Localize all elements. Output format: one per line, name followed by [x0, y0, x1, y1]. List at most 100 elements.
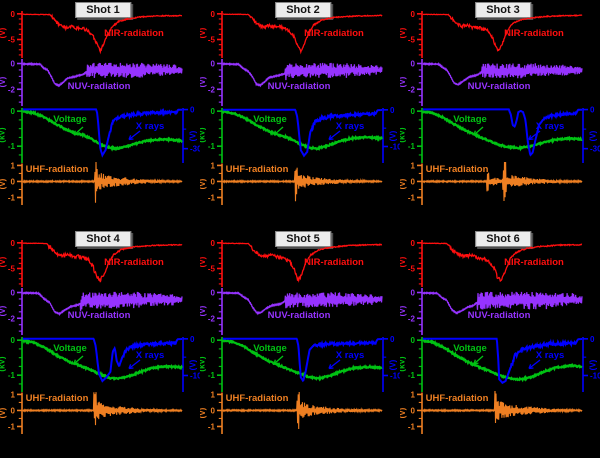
trace-label: UHF-radiation — [226, 393, 289, 404]
tick-label: -1 — [8, 371, 16, 380]
trace-xray — [422, 108, 582, 157]
axis-unit-label: (V) — [400, 305, 407, 316]
shot-panel: Shot 1 0 -5 0 -2 0 -1 0 -30 1 0 -1 (V) (V) (kV) (V) (V) N… — [0, 0, 200, 229]
tick-label: -2 — [208, 314, 216, 323]
tick-label: 0 — [211, 10, 216, 19]
tick-label: 0 — [390, 335, 395, 344]
shot-title: Shot 6 — [475, 231, 531, 247]
tick-label: -5 — [8, 36, 16, 45]
shot-panel: Shot 5 0 -5 0 -2 0 -1 0 -10 1 0 -1 (V) (V) (kV) (V) (V) N… — [200, 229, 400, 458]
trace-label: NIR-radiation — [104, 257, 164, 268]
tick-label: 1 — [11, 161, 16, 170]
trace-label: UHF-radiation — [26, 393, 89, 404]
tick-label: -1 — [208, 142, 216, 151]
annotation-arrow — [528, 130, 541, 141]
trace-nir — [222, 13, 383, 55]
trace-label: UHF-radiation — [426, 164, 489, 175]
tick-label: 0 — [190, 335, 195, 344]
axis-unit-label: (V) — [189, 130, 198, 141]
trace-uhf — [422, 391, 583, 424]
tick-label: -2 — [8, 314, 16, 323]
trace-xray — [222, 108, 382, 158]
trace-nir — [22, 13, 183, 55]
annotation-arrow — [528, 359, 541, 370]
annotation-arrow — [73, 126, 84, 136]
trace-label: Voltage — [453, 114, 487, 125]
tick-label: -1 — [208, 371, 216, 380]
axis-unit-label: (V) — [400, 27, 407, 38]
annotation-arrow — [128, 130, 141, 141]
shot-panel: Shot 2 0 -5 0 -2 0 -1 0 -10 1 0 -1 (V) (V) (kV) (V) (V) N… — [200, 0, 400, 229]
shot-panel: Shot 4 0 -5 0 -2 0 -1 0 -10 1 0 -1 (V) (V) (kV) (V) (V) N… — [0, 229, 200, 458]
trace-label: Voltage — [253, 343, 287, 354]
axis-unit-label: (V) — [400, 76, 407, 87]
tick-label: -2 — [208, 85, 216, 94]
tick-label: 0 — [11, 336, 16, 345]
trace-voltage — [22, 108, 183, 152]
axis-unit-label: (V) — [0, 178, 7, 189]
annotation-arrow — [128, 359, 141, 370]
trace-label: X rays — [536, 121, 565, 132]
axis-unit-label: (V) — [0, 407, 7, 418]
tick-label: 1 — [11, 390, 16, 399]
axis-unit-label: (V) — [400, 256, 407, 267]
trace-label: UHF-radiation — [426, 393, 489, 404]
axis-unit-label: (kV) — [400, 356, 407, 371]
trace-label: NIR-radiation — [304, 28, 364, 39]
trace-xray — [22, 337, 182, 383]
annotation-arrow — [328, 359, 341, 370]
trace-nuv — [22, 291, 183, 317]
tick-label: -1 — [8, 193, 16, 202]
trace-nir — [422, 13, 583, 52]
trace-label: NIR-radiation — [504, 28, 564, 39]
tick-label: -1 — [408, 142, 416, 151]
annotation-arrow — [473, 126, 484, 136]
shot-title: Shot 1 — [75, 2, 131, 18]
trace-voltage — [22, 338, 183, 381]
axis-unit-label: (V) — [189, 359, 198, 370]
trace-label: X rays — [136, 350, 165, 361]
trace-label: NIR-radiation — [304, 257, 364, 268]
axis-unit-label: (V) — [0, 256, 7, 267]
axis-unit-label: (V) — [589, 359, 598, 370]
trace-xray — [222, 337, 382, 383]
tick-label: -1 — [408, 371, 416, 380]
shot-title: Shot 5 — [275, 231, 331, 247]
tick-label: 0 — [411, 107, 416, 116]
trace-uhf — [222, 391, 383, 430]
tick-label: -10 — [190, 372, 200, 381]
tick-label: 0 — [411, 289, 416, 298]
trace-uhf — [222, 167, 383, 202]
trace-nuv — [222, 61, 383, 88]
trace-nir — [422, 242, 583, 283]
trace-label: NIR-radiation — [104, 28, 164, 39]
axis-unit-label: (V) — [200, 178, 207, 189]
trace-nir — [222, 242, 383, 283]
tick-label: 0 — [390, 106, 395, 115]
trace-voltage — [222, 338, 383, 382]
trace-label: X rays — [336, 350, 365, 361]
tick-label: 0 — [411, 239, 416, 248]
trace-uhf — [22, 392, 183, 426]
tick-label: -10 — [590, 372, 600, 381]
tick-label: 0 — [411, 177, 416, 186]
tick-label: -2 — [408, 85, 416, 94]
axis-unit-label: (V) — [389, 130, 398, 141]
annotation-arrow — [273, 355, 284, 365]
axis-unit-label: (kV) — [200, 127, 207, 142]
trace-label: NUV-radiation — [268, 81, 331, 92]
trace-xray — [422, 337, 582, 385]
trace-label: NUV-radiation — [68, 310, 131, 321]
tick-label: 0 — [590, 106, 595, 115]
shot-panel: Shot 3 0 -5 0 -2 0 -1 0 -30 1 0 -1 (V) (V) (kV) (V) (V) N… — [400, 0, 600, 229]
axis-unit-label: (V) — [200, 27, 207, 38]
trace-label: Voltage — [453, 343, 487, 354]
tick-label: 0 — [11, 406, 16, 415]
tick-label: 0 — [211, 406, 216, 415]
tick-label: 0 — [211, 60, 216, 69]
annotation-arrow — [73, 355, 84, 365]
